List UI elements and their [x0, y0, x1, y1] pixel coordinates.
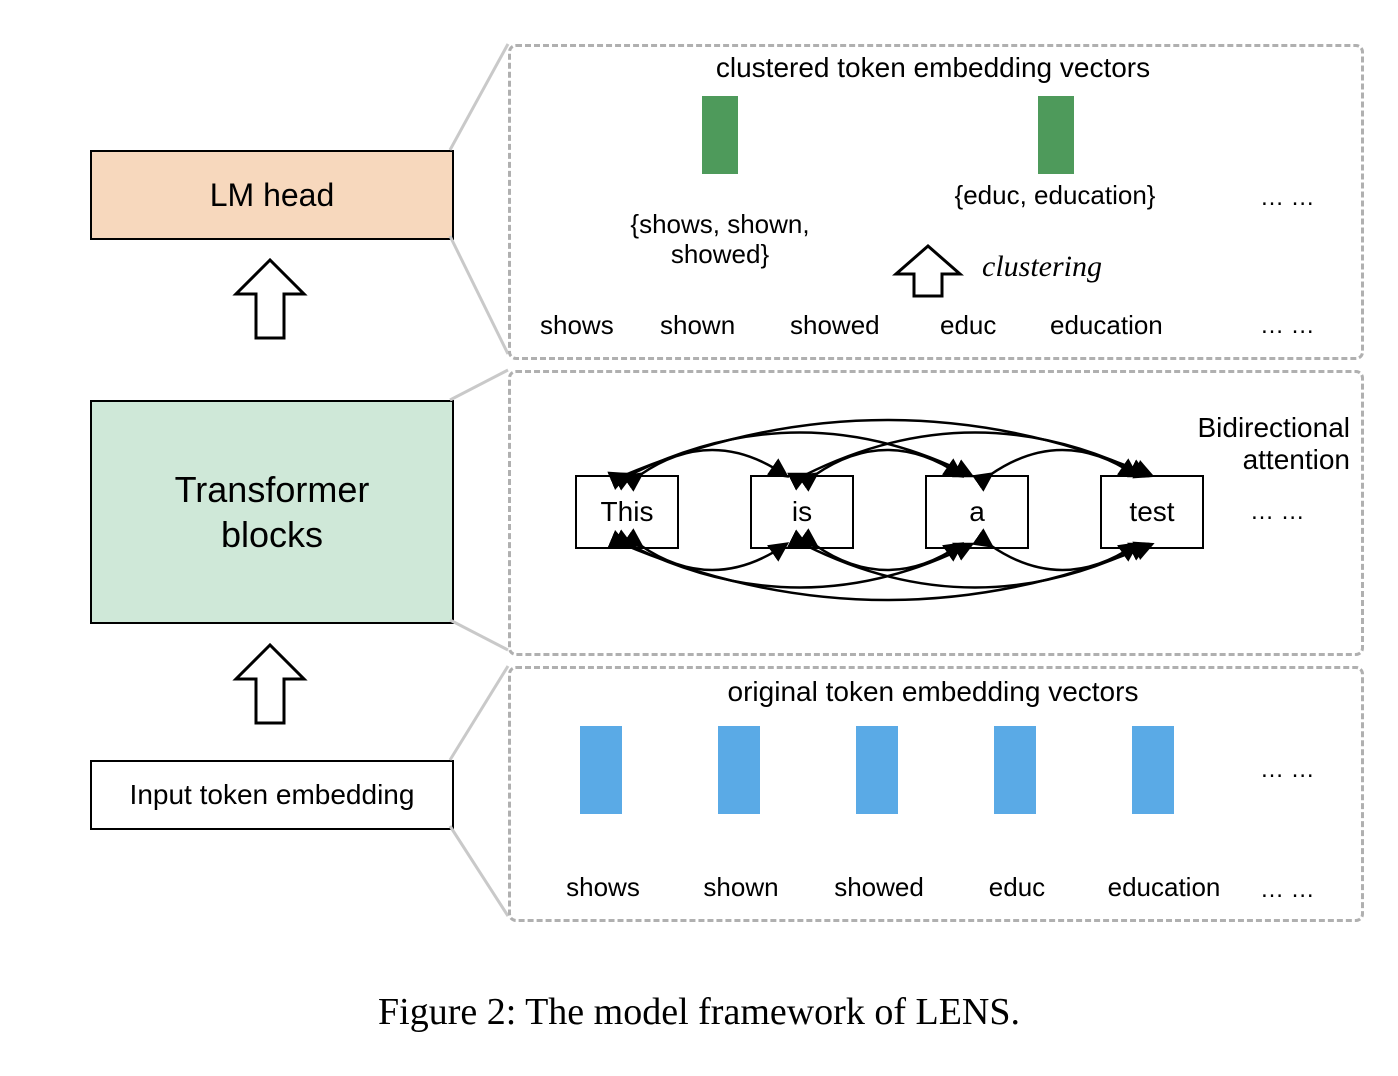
blue-bar-2 — [718, 726, 760, 814]
bot-token-educ: educ — [954, 872, 1080, 903]
blue-bar-1 — [580, 726, 622, 814]
figure-caption: Figure 2: The model framework of LENS. — [0, 990, 1398, 1034]
bot-token-education: education — [1084, 872, 1244, 903]
blue-bar-3 — [856, 726, 898, 814]
blue-bar-5 — [1132, 726, 1174, 814]
bot-token-showed: showed — [816, 872, 942, 903]
blue-bar-4 — [994, 726, 1036, 814]
blue-ellipsis-1: … … — [1260, 756, 1315, 784]
bot-token-shown: shown — [678, 872, 804, 903]
bottom-panel-title: original token embedding vectors — [508, 676, 1358, 708]
blue-ellipsis-2: … … — [1260, 876, 1315, 904]
bot-token-shows: shows — [540, 872, 666, 903]
diagram-canvas: LM head Transformer blocks Input token e… — [0, 0, 1398, 1076]
